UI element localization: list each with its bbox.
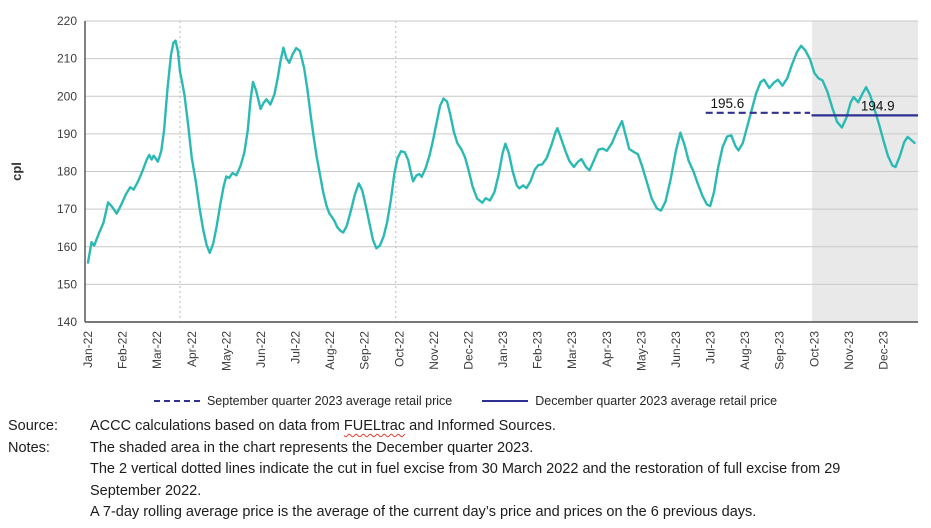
- x-tick-label: Dec-23: [876, 331, 890, 370]
- legend-item-december-quarter: December quarter 2023 average retail pri…: [482, 394, 777, 408]
- y-tick-label: 140: [57, 315, 77, 329]
- y-tick-label: 200: [57, 89, 77, 103]
- x-tick-label: Apr-22: [185, 331, 199, 367]
- x-tick-label: Nov-23: [842, 331, 856, 370]
- price-chart: 140 150 160 170 180 190 200 210 220 Jan-22 Feb-22 M…: [9, 14, 918, 371]
- chart-legend: September quarter 2023 average retail pr…: [0, 394, 931, 408]
- y-tick-label: 210: [57, 52, 77, 66]
- y-tick-label: 220: [57, 14, 77, 28]
- solid-line-swatch: [482, 400, 529, 402]
- x-tick-label: Jun-22: [254, 331, 268, 368]
- x-tick-label: Nov-22: [427, 331, 441, 370]
- x-tick-label: Jun-23: [669, 331, 683, 368]
- note-text-2: The 2 vertical dotted lines indicate the…: [90, 461, 841, 499]
- source-text-fueltrac: FUELtrac: [343, 418, 406, 434]
- x-tick-label: May-23: [634, 331, 648, 371]
- x-tick-label: Feb-22: [116, 331, 130, 369]
- x-tick-label: Aug-22: [323, 331, 337, 370]
- x-tick-label: May-22: [219, 331, 233, 371]
- source-text: ACCC calculations based on data from FUE…: [90, 416, 915, 438]
- x-tick-label: Dec-22: [461, 331, 475, 370]
- x-tick-label: Feb-23: [531, 331, 545, 369]
- x-tick-label: Jul-23: [704, 331, 718, 364]
- legend-label: September quarter 2023 average retail pr…: [206, 394, 453, 408]
- notes-row-3: A 7-day rolling average price is the ave…: [8, 502, 925, 524]
- dashed-line-swatch: [153, 400, 200, 402]
- y-tick-label: 150: [57, 277, 77, 291]
- legend-label: December quarter 2023 average retail pri…: [535, 394, 778, 408]
- x-tick-label: Jan-23: [496, 331, 510, 368]
- notes-row-2: The 2 vertical dotted lines indicate the…: [8, 459, 925, 502]
- source-and-notes: Source: ACCC calculations based on data …: [8, 416, 925, 524]
- x-tick-label: Aug-23: [738, 331, 752, 370]
- legend-item-september-quarter: September quarter 2023 average retail pr…: [153, 394, 453, 408]
- source-label: Source:: [8, 418, 58, 434]
- source-text-after: and Informed Sources.: [405, 418, 556, 434]
- source-text-before: ACCC calculations based on data from: [90, 418, 344, 434]
- y-axis-title: cpl: [9, 162, 24, 181]
- note-text-1: The shaded area in the chart represents …: [90, 439, 534, 456]
- sep-quarter-avg-value-label: 195.6: [711, 96, 745, 111]
- y-tick-label: 180: [57, 165, 77, 179]
- price-line: [86, 39, 916, 264]
- notes-label: Notes:: [8, 439, 50, 456]
- x-tick-label: Jan-22: [81, 331, 95, 368]
- y-tick-label: 190: [57, 127, 77, 141]
- x-tick-label: Apr-23: [600, 331, 614, 367]
- x-tick-label: Jul-22: [289, 331, 303, 364]
- dec-quarter-avg-value-label: 194.9: [861, 98, 895, 113]
- x-tick-label: Sep-22: [358, 331, 372, 370]
- y-tick-label: 170: [57, 202, 77, 216]
- x-tick-label: Sep-23: [773, 331, 787, 370]
- source-row: Source: ACCC calculations based on data …: [8, 416, 925, 438]
- note-text-3: A 7-day rolling average price is the ave…: [90, 504, 757, 520]
- notes-row-1: Notes: The shaded area in the chart repr…: [8, 438, 925, 460]
- x-tick-label: Oct-23: [807, 331, 821, 367]
- x-tick-label: Mar-23: [565, 331, 579, 369]
- x-tick-label: Mar-22: [150, 331, 164, 369]
- y-tick-label: 160: [57, 240, 77, 254]
- x-tick-label: Oct-22: [392, 331, 406, 367]
